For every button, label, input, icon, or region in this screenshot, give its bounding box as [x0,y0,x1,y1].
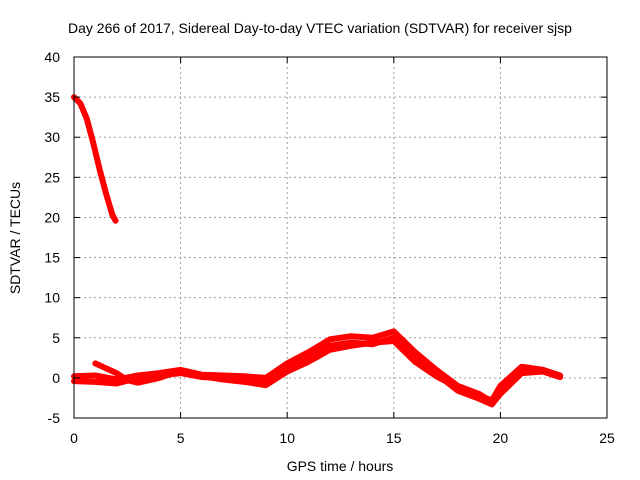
series-track-a [71,328,564,405]
y-tick-label: 25 [44,169,60,185]
series-track-c [92,338,564,404]
x-tick-label: 20 [493,430,509,446]
plot-frame [73,56,608,419]
plot-border [73,56,608,419]
grid [74,57,607,418]
y-tick-label: 40 [44,49,60,65]
x-tick-label: 15 [386,430,402,446]
y-tick-label: -5 [48,410,61,426]
y-tick-label: 30 [44,129,60,145]
x-tick-label: 5 [177,430,185,446]
y-tick-label: 10 [44,290,60,306]
x-axis-label: GPS time / hours [287,458,394,474]
y-tick-label: 0 [52,370,60,386]
data-series [71,94,564,408]
y-tick-label: 35 [44,89,60,105]
chart-title: Day 266 of 2017, Sidereal Day-to-day VTE… [68,20,572,36]
x-tick-label: 10 [279,430,295,446]
y-axis-label: SDTVAR / TECUs [7,182,23,294]
axis-ticks: 0 5 10 15 20 25 -5 0 5 10 15 20 25 30 35 40 [44,49,615,446]
y-tick-label: 15 [44,250,60,266]
series-early-decay [71,94,119,224]
x-tick-label: 25 [599,430,615,446]
y-tick-label: 20 [44,209,60,225]
x-tick-label: 0 [70,430,78,446]
y-tick-label: 5 [52,330,60,346]
